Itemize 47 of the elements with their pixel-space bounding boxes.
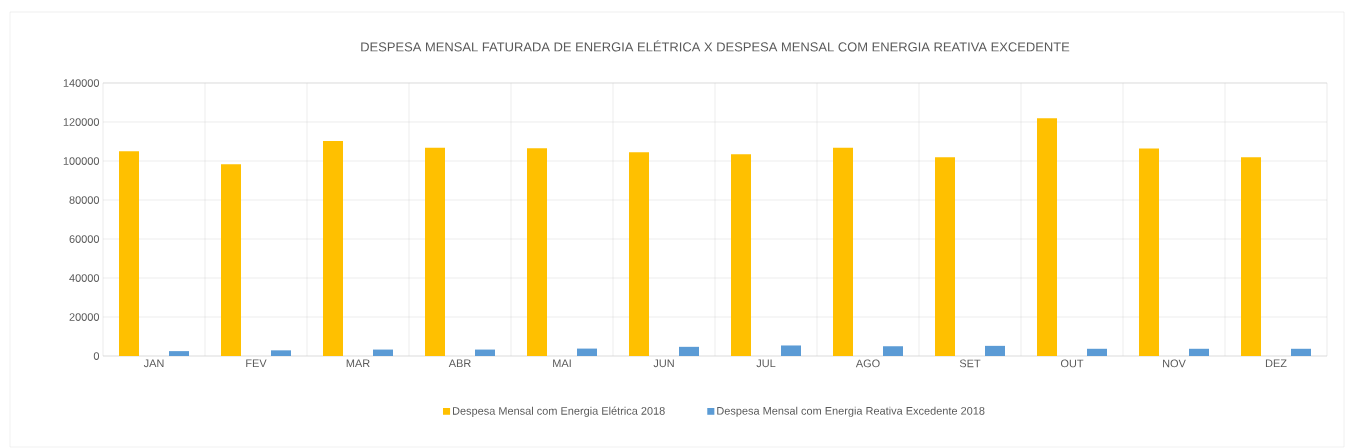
bar (425, 147, 445, 356)
chart-title: DESPESA MENSAL FATURADA DE ENERGIA ELÉTRICA X DESPESA MENSAL COM ENERGIA REATIVA EXCEDENTE (361, 40, 1070, 52)
x-tick-label: MAI (553, 359, 571, 368)
y-tick-label: 140000 (63, 79, 100, 87)
y-tick-label: 60000 (69, 235, 100, 243)
x-tick-label: MAR (346, 359, 370, 368)
bar (271, 350, 291, 356)
legend-label: Despesa Mensal com Energia Elétrica 2018 (452, 406, 665, 417)
bar (221, 164, 241, 356)
bar (1291, 348, 1312, 356)
bar (323, 140, 343, 356)
bar (985, 345, 1006, 356)
bar (629, 152, 649, 356)
bar (731, 154, 751, 356)
bar (679, 346, 699, 356)
y-tick-label: 20000 (69, 313, 100, 321)
y-tick-label: 100000 (63, 157, 100, 165)
bar (1037, 118, 1058, 356)
y-tick-label: 120000 (63, 118, 100, 126)
bar (935, 157, 956, 356)
bar (373, 349, 393, 356)
bar (527, 148, 547, 356)
x-tick-label: DEZ (1265, 359, 1287, 368)
x-tick-label: AGO (855, 359, 880, 368)
y-tick-label: 80000 (69, 196, 100, 204)
x-tick-label: ABR (448, 359, 471, 368)
x-tick-label: JAN (143, 359, 164, 368)
bar (475, 349, 495, 356)
bar (1189, 348, 1210, 356)
bar (781, 345, 802, 356)
bar (1139, 148, 1160, 356)
bar (833, 147, 854, 356)
bar (169, 351, 189, 356)
bar (883, 346, 904, 356)
y-tick-label: 0 (93, 352, 100, 360)
bar (1241, 157, 1262, 356)
bar (577, 348, 597, 356)
x-tick-label: NOV (1163, 359, 1186, 368)
bar (119, 151, 139, 356)
x-tick-label: JUL (756, 359, 776, 368)
y-tick-label: 40000 (69, 274, 100, 282)
bar (1087, 348, 1108, 356)
x-tick-label: OUT (1060, 359, 1084, 368)
x-tick-label: JUN (653, 359, 674, 368)
x-tick-label: SET (959, 359, 981, 368)
legend-label: Despesa Mensal com Energia Reativa Excedente 2018 (717, 406, 985, 417)
x-tick-label: FEV (246, 359, 267, 368)
